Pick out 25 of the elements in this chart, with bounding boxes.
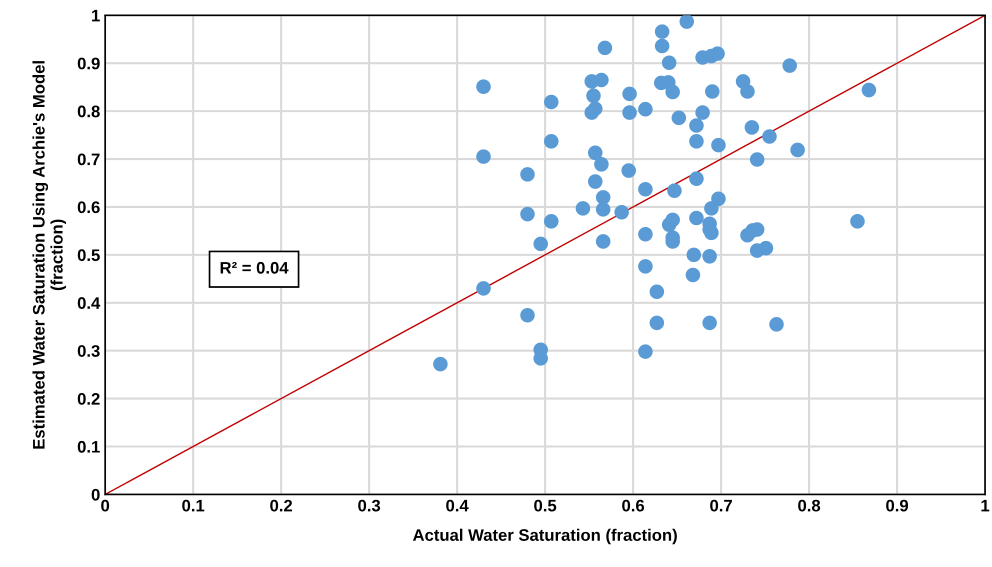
y-tick-label: 0.5 (78, 249, 100, 262)
x-tick-label: 0.4 (446, 500, 469, 512)
y-tick-label: 0.4 (78, 297, 100, 309)
y-tick-label: 0 (92, 488, 100, 501)
x-tick-label: 0.1 (182, 500, 204, 512)
x-axis-title: Actual Water Saturation (fraction) (412, 528, 677, 544)
x-tick-label: 0.3 (358, 500, 380, 512)
y-tick-label: 0.6 (78, 201, 100, 214)
y-axis-title: Estimated Water Saturation Using Archie's Model (fraction) (32, 61, 66, 449)
annotation: R² = 0.04 (220, 262, 288, 274)
y-tick-label: 0.7 (78, 153, 100, 166)
x-tick-label: 1 (981, 500, 990, 512)
y-tick-label: 1 (92, 10, 100, 22)
y-tick-label: 0.8 (78, 106, 100, 118)
x-tick-label: 0 (101, 500, 110, 512)
x-tick-label: 0.5 (534, 500, 556, 512)
x-tick-label: 0.7 (710, 500, 732, 512)
x-tick-label: 0.9 (886, 500, 908, 512)
x-tick-label: 0.2 (270, 500, 292, 512)
x-tick-label: 0.6 (622, 500, 644, 512)
y-tick-label: 0.1 (78, 440, 100, 453)
y-tick-label: 0.9 (78, 58, 100, 70)
y-tick-label: 0.2 (78, 393, 100, 405)
x-tick-label: 0.8 (798, 500, 820, 512)
y-tick-label: 0.3 (78, 345, 100, 357)
